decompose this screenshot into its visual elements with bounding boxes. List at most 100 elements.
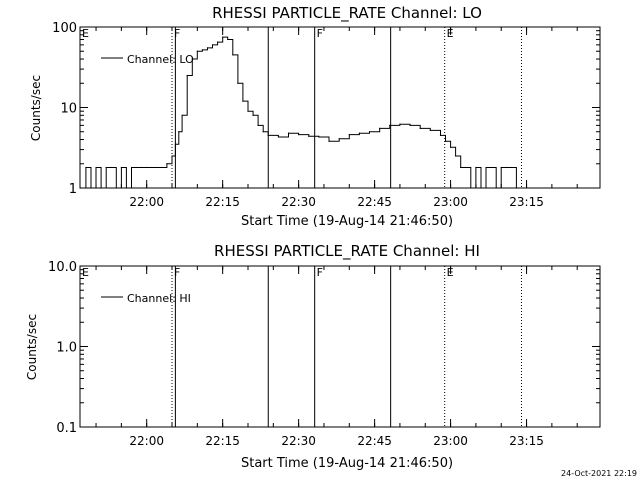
chart-2-event-marker-label: E	[447, 266, 454, 279]
chart-1-data-point	[206, 47, 209, 49]
chart-1-data-point	[186, 74, 188, 77]
chart-1-data-point	[201, 49, 204, 51]
chart-1-data-point	[318, 136, 320, 138]
chart-1-data-point	[105, 166, 107, 169]
chart-1-data-point	[85, 166, 87, 169]
chart-1-event-marker-label: E	[447, 27, 454, 40]
chart-1-x-tick-label: 22:30	[281, 195, 316, 209]
chart-1-x-tick-label: 22:00	[129, 195, 164, 209]
chart-1-data-point	[166, 163, 168, 165]
chart-1-data-point	[515, 187, 518, 189]
chart-1-data-point	[130, 166, 133, 169]
chart-1-data-point	[298, 134, 300, 136]
chart-1-y-tick-label: 10	[60, 102, 77, 117]
chart-1-data-point	[125, 187, 128, 189]
chart-1-data-point	[146, 166, 148, 169]
chart-1-data-point	[460, 166, 462, 169]
chart-1-data-point	[120, 166, 122, 169]
chart-1-y-tick-label: 100	[52, 21, 77, 36]
chart-1-x-tick-label: 22:15	[205, 195, 240, 209]
chart-1-data-point	[156, 166, 158, 169]
chart-1-data-point	[379, 127, 381, 130]
chart-1-series-line	[80, 36, 517, 189]
chart-1-data-point	[191, 58, 193, 60]
chart-2-legend-label: Channel: HI	[127, 292, 191, 305]
chart-1-data-point	[178, 131, 180, 133]
chart-1-data-point	[358, 132, 361, 134]
chart-1-title: RHESSI PARTICLE_RATE Channel: LO	[212, 4, 482, 23]
chart-1-data-point	[216, 41, 219, 43]
chart-1-data-point	[368, 131, 371, 133]
chart-1-data-point	[211, 44, 214, 46]
chart-1-data-point	[110, 166, 112, 169]
chart-1-data-point	[277, 136, 279, 138]
chart-1-data-point	[455, 155, 457, 157]
chart-1-data-point	[490, 166, 492, 169]
chart-1-y-tick-label: 1	[69, 182, 77, 197]
chart-1-plot-frame	[79, 26, 601, 189]
chart-1-x-tick-label: 22:45	[357, 195, 392, 209]
chart-1-event-marker-label: E	[82, 27, 89, 40]
chart-1-data-point	[115, 187, 117, 189]
chart-2-title: RHESSI PARTICLE_RATE Channel: HI	[214, 242, 480, 261]
chart-1-data-point	[237, 82, 239, 84]
chart-1-data-point	[348, 134, 350, 136]
chart-2-x-tick-label: 22:45	[357, 434, 392, 448]
chart-1-data-point	[505, 166, 507, 169]
chart-1-data-point	[252, 114, 254, 116]
chart-1-data-point	[151, 166, 153, 169]
footer-timestamp: 24-Oct-2021 22:19	[561, 469, 637, 478]
chart-2-y-tick-label: 10.0	[48, 260, 77, 275]
chart-1-data-point	[161, 166, 163, 169]
chart-marks: 22:00 22:15 22:30 22:45 23:00 23:15 1 10 100 F F E E…	[48, 21, 601, 448]
chart-1-data-point	[444, 140, 447, 142]
chart-1-data-point	[485, 166, 487, 169]
chart-1-data-point	[338, 138, 340, 140]
chart-2-event-marker-label: F	[174, 266, 180, 279]
chart-1-xlabel: Start Time (19-Aug-14 21:46:50)	[241, 214, 453, 229]
chart-1-data-point	[242, 100, 244, 102]
chart-1-event-marker-label: F	[174, 27, 180, 40]
chart-1-data-point	[287, 132, 290, 134]
chart-1-legend-label: Channel: LO	[127, 53, 194, 66]
chart-1-data-point	[257, 124, 259, 126]
chart-2-ylabel: Counts/sec	[25, 314, 39, 380]
chart-1-data-point	[439, 134, 442, 137]
chart-1-data-point	[399, 123, 401, 125]
chart-2-y-tick-label: 0.1	[56, 421, 77, 436]
chart-1-data-point	[510, 166, 512, 169]
chart-1-data-point	[409, 124, 411, 126]
chart-1-data-point	[470, 187, 472, 189]
chart-2-x-tick-label: 22:15	[205, 434, 240, 448]
chart-2-x-tick-label: 23:00	[433, 434, 468, 448]
chart-1-data-point	[465, 166, 467, 169]
chart-1-data-point	[80, 187, 82, 189]
chart-1-data-point	[135, 166, 138, 169]
chart-1-data-point	[500, 166, 502, 169]
chart-2-x-tick-label: 22:00	[129, 434, 164, 448]
chart-2-x-tick-label: 22:30	[281, 434, 316, 448]
chart-1-data-point	[429, 129, 431, 131]
chart-1-data-point	[495, 187, 497, 189]
chart-2-xlabel: Start Time (19-Aug-14 21:46:50)	[241, 456, 453, 471]
chart-1-ylabel: Counts/sec	[29, 75, 43, 141]
chart-1-event-marker-label: F	[317, 27, 323, 40]
chart-1-data-point	[267, 134, 269, 137]
chart-1-data-point	[174, 143, 176, 145]
chart-1-data-point	[475, 166, 477, 169]
chart-1-data-point	[196, 50, 198, 52]
chart-1-data-point	[181, 114, 183, 116]
chart-1-data-point	[227, 38, 229, 41]
chart-2-event-marker-label: F	[317, 266, 323, 279]
chart-1-x-tick-label: 23:15	[509, 195, 544, 209]
chart-1-data-point	[171, 155, 173, 157]
chart-1-data-point	[449, 146, 452, 148]
chart-1-data-point	[222, 36, 224, 38]
chart-2-plot-frame	[79, 265, 601, 428]
chart-1-data-point	[419, 127, 421, 130]
chart-1-data-point	[232, 54, 234, 56]
chart-2-event-marker-label: E	[82, 266, 89, 279]
chart-1-data-point	[328, 140, 330, 142]
chart-1-data-point	[247, 110, 249, 112]
